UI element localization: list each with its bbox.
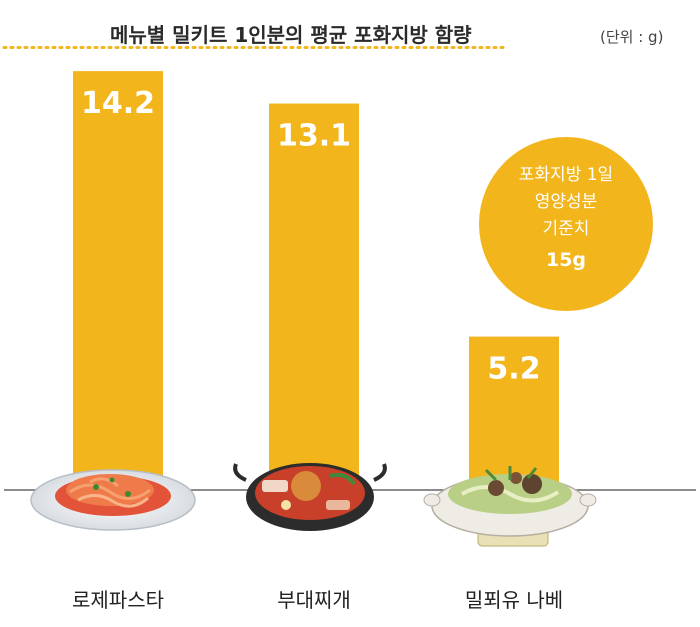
chart-title: 메뉴별 밀키트 1인분의 평균 포화지방 함량 [110,23,472,47]
value-label-millefeuille-nabe: 5.2 [487,352,540,387]
value-label-budae-jjigae: 13.1 [277,119,351,154]
category-label-millefeuille-nabe: 밀푀유 나베 [465,588,563,612]
reference-label-line-1: 포화지방 1일 [519,165,613,185]
budae-jjigae-image [233,463,387,531]
reference-label-line-3: 기준치 [543,219,590,239]
bar-rose-pasta [73,71,163,490]
reference-badge: 포화지방 1일 영양성분 기준치 15g [479,137,653,311]
bar-millefeuille-nabe [469,336,559,490]
category-label-budae-jjigae: 부대찌개 [277,588,351,612]
millefeuille-nabe-image [423,466,597,547]
category-label-rose-pasta: 로제파스타 [72,588,164,612]
value-label-rose-pasta: 14.2 [81,86,155,121]
reference-value-label: 15g [546,249,586,271]
bar-budae-jjigae [269,103,359,491]
rose-pasta-image [30,469,196,531]
unit-label: (단위 : g) [600,28,663,46]
reference-label-line-2: 영양성분 [535,192,598,212]
